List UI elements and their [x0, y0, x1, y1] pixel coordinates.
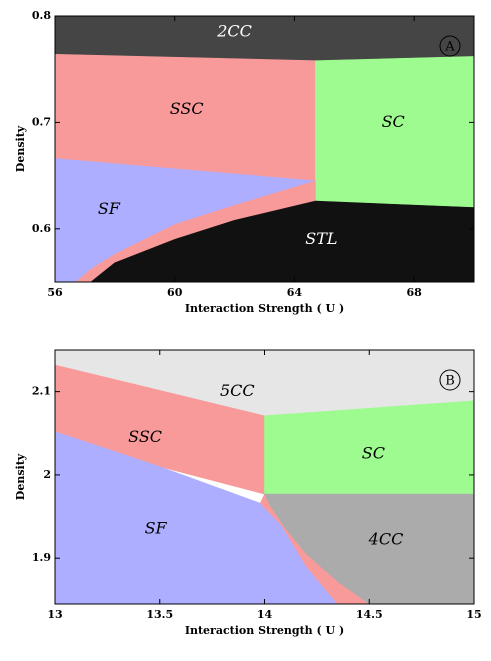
panel-badge-circle — [439, 369, 461, 391]
panel-a: 2CC SSC SC SF STL 56 60 64 68 0.6 0.7 0.8 Interactio… — [14, 9, 475, 315]
y-tick-label: 1.9 — [32, 551, 51, 564]
region-sc — [315, 56, 474, 208]
y-tick-label: 2.1 — [32, 385, 51, 398]
region-label-sc: SC — [382, 112, 405, 131]
plot-area — [55, 350, 474, 604]
y-tick-label: 0.6 — [32, 222, 51, 235]
x-tick-label: 60 — [167, 286, 183, 299]
panel-b: 5CC SSC SC SF 4CC 13 13.5 14 14.5 15 1.9 2 2.1 Intera… — [14, 349, 482, 637]
region-label-ssc: SSC — [170, 99, 204, 118]
panel-badge-circle — [439, 35, 461, 57]
region-label-sc: SC — [362, 444, 385, 463]
x-tick-label: 13.5 — [146, 608, 173, 621]
y-axis-label: Density — [14, 125, 27, 172]
y-tick-label: 0.7 — [32, 115, 51, 128]
x-axis-label: Interaction Strength ( U ) — [185, 624, 344, 637]
x-tick-label: 64 — [287, 286, 303, 299]
region-label-5cc: 5CC — [220, 381, 255, 400]
panel-letter: B — [445, 374, 455, 389]
region-label-sf: SF — [98, 199, 121, 218]
region-label-2cc: 2CC — [216, 22, 252, 41]
region-label-ssc: SSC — [128, 427, 162, 446]
x-tick-label: 56 — [47, 286, 63, 299]
plot-area — [55, 16, 474, 282]
x-axis-label: Interaction Strength ( U ) — [185, 302, 344, 315]
region-label-stl: STL — [305, 229, 337, 248]
region-label-4cc: 4CC — [368, 529, 404, 548]
x-tick-label: 68 — [406, 286, 422, 299]
y-tick-label: 2 — [43, 468, 51, 481]
x-tick-label: 13 — [47, 608, 62, 621]
region-2cc — [55, 16, 474, 62]
region-label-sf: SF — [145, 519, 168, 538]
x-tick-label: 14 — [257, 608, 273, 621]
y-tick-label: 0.8 — [32, 9, 51, 22]
y-axis-label: Density — [14, 453, 27, 500]
region-4cc — [264, 493, 474, 604]
panel-letter: A — [444, 40, 455, 55]
region-ssc — [55, 364, 265, 495]
region-sc — [264, 400, 474, 495]
region-stl — [90, 200, 474, 282]
x-tick-label: 15 — [466, 608, 481, 621]
plot-frame — [54, 15, 475, 283]
x-tick-label: 14.5 — [356, 608, 383, 621]
